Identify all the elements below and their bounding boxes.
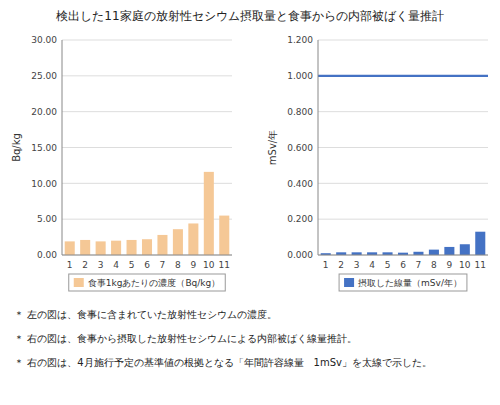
grid-line (318, 75, 488, 76)
legend-label: 摂取した線量（mSv/年） (358, 278, 462, 288)
figure: 検出した11家庭の放射性セシウム摂取量と食事からの内部被ばく量推計 0.00 5.0… (0, 0, 500, 405)
bar (173, 229, 183, 255)
footnote: ＊ 右の図は、食事から摂取した放射性セシウムによる内部被ばく線量推計。 (14, 333, 357, 344)
y-axis-label: Bq/kg (11, 133, 22, 162)
x-tick-label: 5 (385, 260, 391, 270)
x-tick-label: 10 (459, 260, 471, 270)
y-axis-line (318, 40, 319, 255)
grid-line (62, 40, 232, 41)
bar (460, 244, 470, 255)
y-tick-label: 0.000 (287, 250, 313, 260)
x-tick-label: 2 (82, 260, 88, 270)
grid-line (318, 255, 488, 256)
bar (204, 172, 214, 255)
x-tick-label: 11 (475, 260, 486, 270)
y-tick-label: 5.00 (37, 214, 57, 224)
grid-line (62, 111, 232, 112)
legend-frame (69, 274, 226, 291)
y-tick-label: 1.000 (287, 71, 313, 81)
bar (429, 250, 439, 255)
x-tick-label: 6 (144, 260, 150, 270)
y-tick-label: 0.400 (287, 179, 313, 189)
bar (157, 235, 167, 255)
bar (127, 240, 137, 255)
plot-area (65, 172, 230, 255)
bar (142, 239, 152, 255)
title: 検出した11家庭の放射性セシウム摂取量と食事からの内部被ばく量推計 (56, 9, 443, 23)
x-axis-line (62, 255, 232, 256)
x-tick-label: 1 (67, 260, 73, 270)
y-tick-label: 0.800 (287, 107, 313, 117)
bar (444, 247, 454, 255)
footnote: ＊ 左の図は、食事に含まれていた放射性セシウムの濃度。 (14, 309, 277, 320)
x-tick-label: 8 (431, 260, 437, 270)
grid-line (62, 255, 232, 256)
y-tick-label: 0.200 (287, 214, 313, 224)
legend-swatch (344, 278, 354, 287)
x-tick-label: 7 (160, 260, 166, 270)
x-tick-label: 4 (369, 260, 375, 270)
x-tick-label: 11 (219, 260, 230, 270)
y-tick-label: 15.00 (31, 143, 57, 153)
reference-line (318, 75, 488, 77)
footnote: ＊ 右の図は、4月施行予定の基準値の根拠となる「年間許容線量 1mSv」を太線で… (14, 357, 432, 368)
x-tick-label: 1 (323, 260, 329, 270)
x-tick-label: 2 (338, 260, 344, 270)
chart: 0.000 0.200 0.400 0.600 0.800 1.000 1.200 12345… (267, 35, 488, 291)
x-tick-label: 3 (98, 260, 104, 270)
bar (219, 216, 229, 255)
grid-line (62, 75, 232, 76)
x-tick-label: 7 (416, 260, 422, 270)
y-tick-label: 1.200 (287, 35, 313, 45)
y-tick-label: 25.00 (31, 71, 57, 81)
x-tick-label: 5 (129, 260, 135, 270)
y-axis-line (62, 40, 63, 255)
legend-swatch (74, 278, 84, 287)
y-tick-label: 20.00 (31, 107, 57, 117)
bar (111, 241, 121, 255)
legend: 食事1kgあたりの濃度（Bq/kg） (69, 274, 226, 291)
y-tick-label: 10.00 (31, 179, 57, 189)
grid-line (318, 219, 488, 220)
grid-line (62, 147, 232, 148)
x-tick-label: 9 (446, 260, 452, 270)
bar (80, 240, 90, 255)
grid-line (318, 147, 488, 148)
legend-label: 食事1kgあたりの濃度（Bq/kg） (88, 278, 221, 288)
y-tick-label: 0.600 (287, 143, 313, 153)
x-tick-label: 10 (203, 260, 215, 270)
x-tick-label: 6 (400, 260, 406, 270)
x-tick-label: 4 (113, 260, 119, 270)
x-axis-line (318, 255, 488, 256)
x-tick-label: 9 (190, 260, 196, 270)
bar (96, 241, 106, 255)
background (0, 0, 500, 405)
bar (65, 241, 75, 255)
y-tick-label: 30.00 (31, 35, 57, 45)
y-tick-label: 0.00 (37, 250, 57, 260)
y-axis-label: mSv/年 (267, 130, 278, 165)
legend-frame (339, 274, 467, 291)
bar (475, 232, 485, 255)
x-tick-label: 8 (175, 260, 181, 270)
x-tick-label: 3 (354, 260, 360, 270)
plot-area (318, 76, 488, 255)
grid-line (318, 111, 488, 112)
bar (188, 223, 198, 255)
grid-line (318, 40, 488, 41)
legend: 摂取した線量（mSv/年） (339, 274, 467, 291)
grid-line (318, 183, 488, 184)
chart: 0.00 5.00 10.00 15.00 20.00 25.00 30.00 1234567… (11, 35, 232, 291)
